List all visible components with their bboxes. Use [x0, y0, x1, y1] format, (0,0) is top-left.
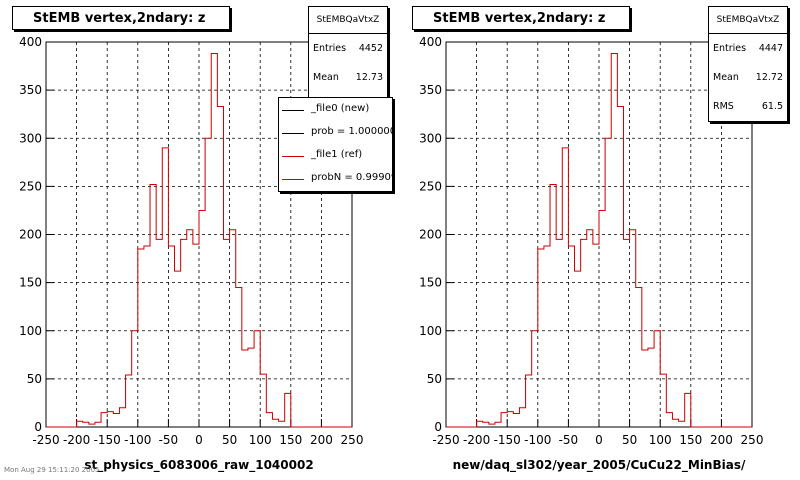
x-tick-label: 200 — [710, 433, 733, 447]
legend-line-red — [282, 179, 304, 180]
x-tick-label: -200 — [463, 433, 490, 447]
y-tick-label: 150 — [19, 276, 42, 290]
legend-entry-prob: prob = 1.000000 — [279, 123, 393, 143]
legend-label: probN = 0.999097 — [311, 172, 392, 183]
y-tick-label: 400 — [419, 35, 442, 49]
x-tick-label: -200 — [63, 433, 90, 447]
footer-timestamp: Mon Aug 29 15:11:20 2005 — [4, 466, 100, 474]
right-stats-row-entries: Entries 4447 — [709, 34, 787, 63]
legend-entry-probn: probN = 0.999097 — [279, 169, 392, 189]
x-tick-label: -100 — [524, 433, 551, 447]
right-stats-rms-label: RMS — [713, 101, 734, 112]
left-chart-title: StEMB vertex,2ndary: z — [12, 6, 230, 30]
y-tick-label: 0 — [34, 420, 42, 434]
x-axis-label: st_physics_6083006_raw_1040002 — [84, 458, 313, 473]
right-chart-title-text: StEMB vertex,2ndary: z — [433, 11, 606, 26]
left-stats-mean-label: Mean — [313, 72, 339, 83]
y-tick-label: 0 — [434, 420, 442, 434]
x-tick-label: -150 — [94, 433, 121, 447]
right-stats-entries-label: Entries — [713, 43, 747, 54]
x-tick-label: 0 — [195, 433, 203, 447]
y-tick-label: 250 — [419, 179, 442, 193]
right-chart-title: StEMB vertex,2ndary: z — [412, 6, 630, 30]
histogram-series — [446, 53, 752, 428]
x-tick-label: -50 — [559, 433, 579, 447]
left-chart-title-text: StEMB vertex,2ndary: z — [33, 11, 206, 26]
y-tick-label: 400 — [19, 35, 42, 49]
left-stats-entries-value: 4452 — [358, 43, 383, 54]
x-tick-label: -250 — [32, 433, 59, 447]
right-stats-name: StEMBQaVtxZ — [709, 7, 787, 34]
y-tick-label: 200 — [419, 228, 442, 242]
x-tick-label: 200 — [310, 433, 333, 447]
y-tick-label: 200 — [19, 228, 42, 242]
y-tick-label: 50 — [27, 372, 42, 386]
right-stats-box: StEMBQaVtxZ Entries 4447 Mean 12.72 RMS … — [708, 6, 788, 122]
x-tick-label: 250 — [341, 433, 364, 447]
x-tick-label: -100 — [124, 433, 151, 447]
x-tick-label: -250 — [432, 433, 459, 447]
y-tick-label: 350 — [419, 83, 442, 97]
x-tick-label: 250 — [741, 433, 764, 447]
legend-line-black — [282, 110, 304, 111]
x-tick-label: 100 — [249, 433, 272, 447]
legend-label: _file0 (new) — [311, 103, 370, 114]
right-stats-rms-value: 61.5 — [761, 101, 783, 112]
x-tick-label: 50 — [622, 433, 637, 447]
x-tick-label: 150 — [679, 433, 702, 447]
left-stats-mean-value: 12.73 — [355, 72, 383, 83]
x-tick-label: 50 — [222, 433, 237, 447]
y-tick-label: 300 — [419, 131, 442, 145]
x-tick-label: 150 — [279, 433, 302, 447]
left-stats-row-entries: Entries 4452 — [309, 34, 387, 63]
left-stats-box: StEMBQaVtxZ Entries 4452 Mean 12.73 — [308, 6, 388, 98]
legend-line-black — [282, 133, 304, 134]
right-stats-row-rms: RMS 61.5 — [709, 92, 787, 121]
x-axis-label: new/daq_sl302/year_2005/CuCu22_MinBias/ — [453, 458, 746, 473]
x-tick-label: -50 — [159, 433, 179, 447]
right-stats-mean-label: Mean — [713, 72, 739, 83]
legend-entry-file1: _file1 (ref) — [279, 146, 392, 166]
left-legend: _file0 (new) prob = 1.000000 _file1 (ref… — [278, 97, 393, 192]
y-tick-label: 250 — [19, 179, 42, 193]
left-stats-row-mean: Mean 12.73 — [309, 63, 387, 92]
legend-label: prob = 1.000000 — [311, 126, 393, 137]
panel-right: -250 -200 -150 -100 -50 0 50 100 150 200 250 0 50 100… — [419, 35, 763, 473]
histogram-series — [46, 53, 352, 428]
left-stats-name: StEMBQaVtxZ — [309, 7, 387, 34]
right-stats-row-mean: Mean 12.72 — [709, 63, 787, 92]
y-tick-label: 350 — [19, 83, 42, 97]
x-tick-label: 0 — [595, 433, 603, 447]
y-tick-label: 150 — [419, 276, 442, 290]
y-tick-label: 100 — [19, 324, 42, 338]
legend-label: _file1 (ref) — [311, 149, 363, 160]
legend-entry-file0: _file0 (new) — [279, 100, 392, 120]
right-stats-mean-value: 12.72 — [755, 72, 783, 83]
y-tick-label: 300 — [19, 131, 42, 145]
legend-line-red — [282, 156, 304, 157]
x-tick-label: -150 — [494, 433, 521, 447]
left-stats-entries-label: Entries — [313, 43, 347, 54]
y-tick-label: 50 — [427, 372, 442, 386]
right-stats-entries-value: 4447 — [758, 43, 783, 54]
x-tick-label: 100 — [649, 433, 672, 447]
y-tick-label: 100 — [419, 324, 442, 338]
